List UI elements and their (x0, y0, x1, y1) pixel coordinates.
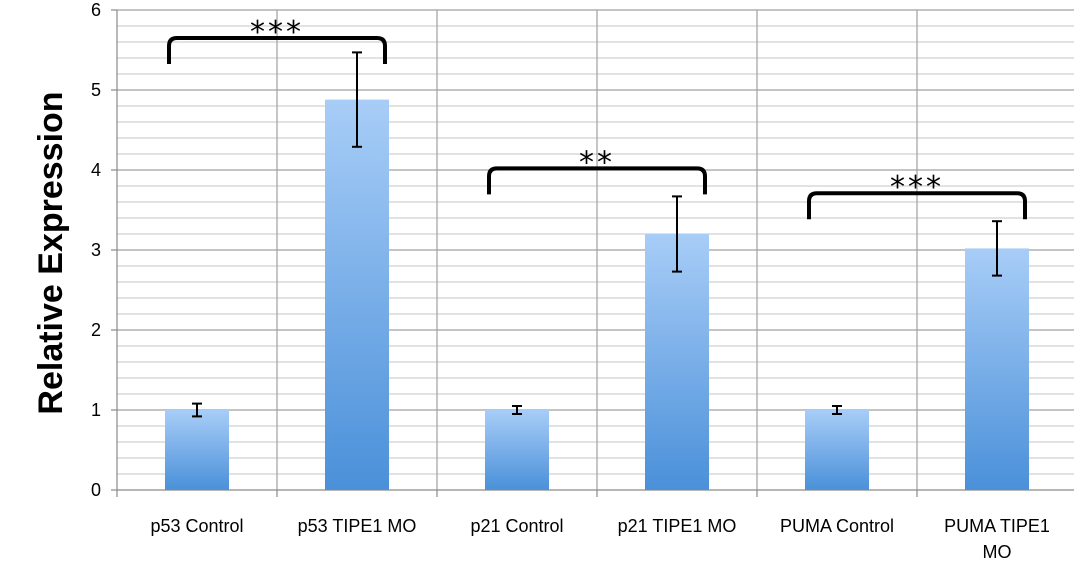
significance-brackets: ******** (167, 15, 1027, 220)
significance-label: *** (890, 170, 944, 205)
x-category-label: p53 TIPE1 MO (298, 516, 417, 536)
bar (485, 410, 549, 490)
x-category-label: p21 TIPE1 MO (618, 516, 737, 536)
y-tick-label: 2 (91, 320, 101, 340)
labels: p53 Control p53 TIPE1 MO p21 Control p21 TI… (150, 516, 1049, 562)
y-tick-label: 5 (91, 80, 101, 100)
significance-bracket (167, 36, 387, 64)
significance-label: ** (579, 145, 615, 180)
x-category-label: PUMA Control (780, 516, 894, 536)
grid (117, 9, 1074, 490)
x-category-label: MO (983, 542, 1012, 562)
y-tick-label: 6 (91, 0, 101, 20)
y-axis-title: Relative Expression (32, 91, 70, 414)
bar (325, 99, 389, 490)
bar (965, 248, 1029, 490)
bar (165, 410, 229, 490)
bar (645, 234, 709, 490)
bar (805, 410, 869, 490)
significance-bracket (487, 166, 707, 195)
y-tick-label: 3 (91, 240, 101, 260)
x-category-label: p53 Control (150, 516, 243, 536)
x-category-label: PUMA TIPE1 (944, 516, 1050, 536)
y-tick-label: 0 (91, 480, 101, 500)
bars (165, 51, 1029, 490)
axes: 0 1 2 3 4 5 6 (91, 0, 1074, 500)
significance-bracket (807, 191, 1027, 220)
y-tick-label: 4 (91, 160, 101, 180)
x-category-label: p21 Control (470, 516, 563, 536)
significance-label: *** (250, 15, 304, 50)
y-tick-label: 1 (91, 400, 101, 420)
